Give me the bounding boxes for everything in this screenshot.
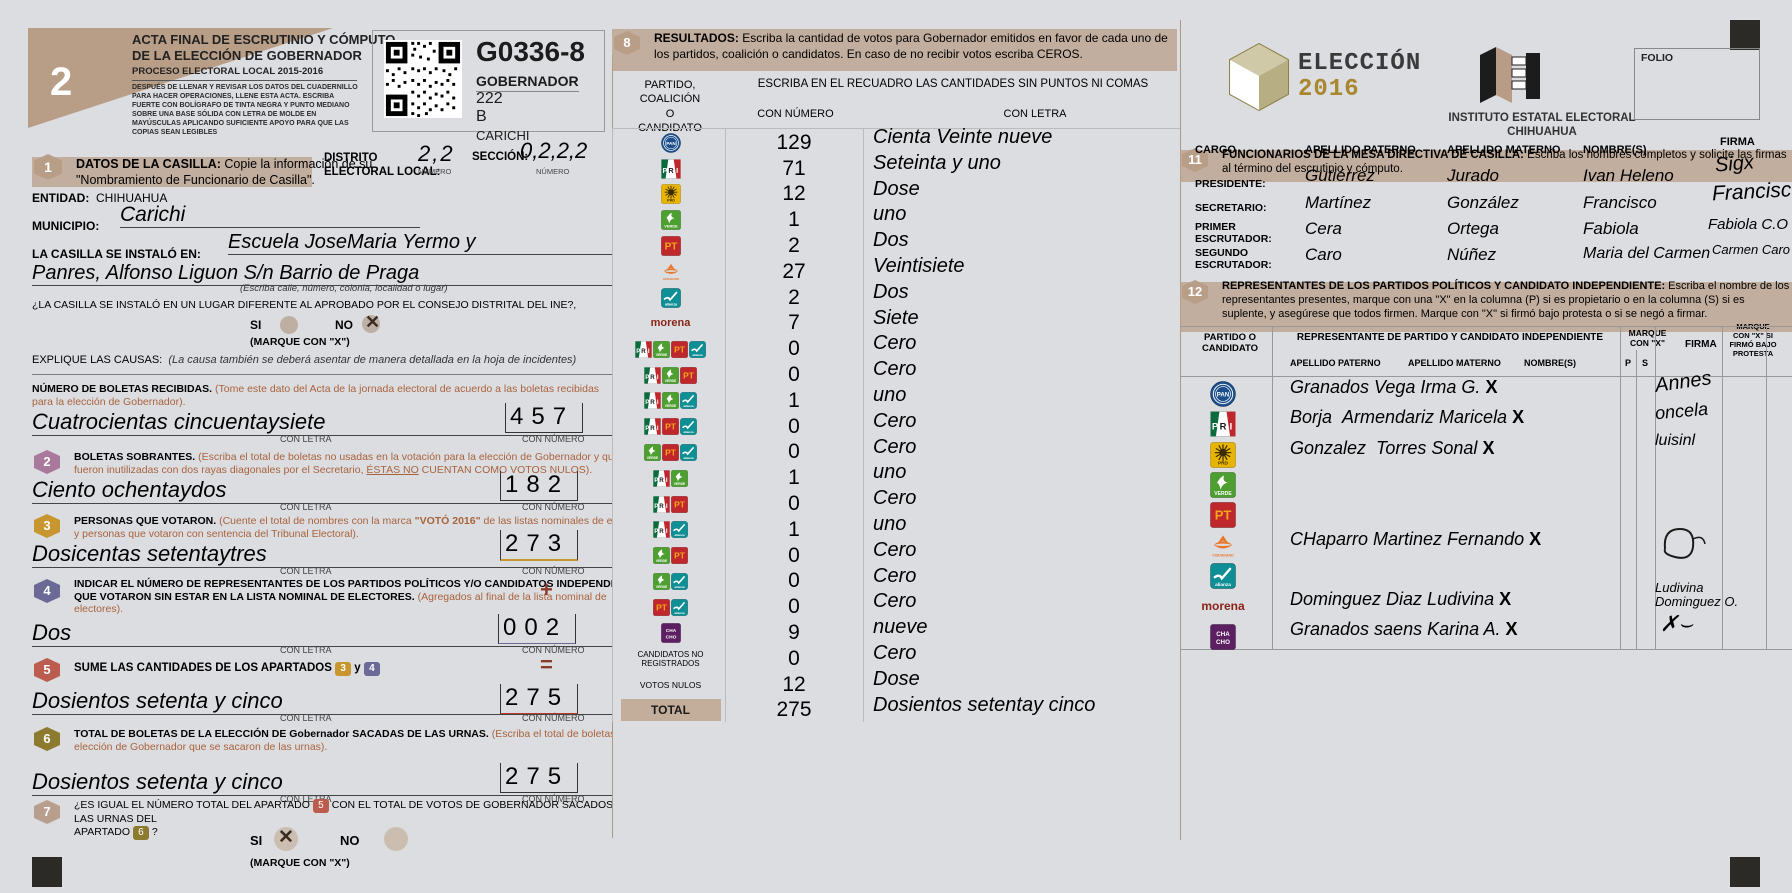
svg-text:P: P [654,528,658,535]
svg-text:I: I [1230,422,1233,433]
svg-text:VERDE: VERDE [665,379,677,383]
svg-text:I: I [657,399,659,406]
svg-text:VERDE: VERDE [1214,491,1232,497]
svg-text:P: P [1212,422,1218,433]
svg-text:alianza: alianza [674,585,685,589]
svg-text:I: I [676,166,678,175]
svg-text:CIUDADANO: CIUDADANO [662,277,679,281]
svg-text:R: R [659,528,664,535]
svg-text:PT: PT [674,344,686,354]
svg-text:R: R [650,425,655,432]
svg-text:CHA: CHA [1216,630,1230,637]
svg-text:VERDE: VERDE [674,482,686,486]
svg-text:VERDE: VERDE [656,585,668,589]
svg-text:R: R [650,374,655,381]
svg-text:CHO: CHO [665,635,676,641]
svg-text:VERDE: VERDE [656,353,668,357]
svg-text:alianza: alianza [674,611,685,615]
svg-text:PAN: PAN [666,141,676,147]
svg-text:alianza: alianza [683,404,694,408]
svg-text:I: I [666,528,668,535]
svg-text:PRD: PRD [667,199,675,203]
svg-text:PT: PT [664,242,677,253]
svg-text:PRD: PRD [1218,460,1229,466]
svg-text:VERDE: VERDE [664,224,678,229]
svg-text:P: P [645,425,649,432]
svg-text:R: R [668,166,674,175]
svg-text:CHO: CHO [1216,639,1230,646]
svg-text:P: P [636,348,640,355]
svg-text:I: I [657,425,659,432]
svg-text:P: P [654,477,658,484]
svg-text:P: P [645,374,649,381]
svg-text:P: P [662,166,667,175]
svg-text:VERDE: VERDE [656,559,668,563]
svg-text:PT: PT [665,448,677,458]
svg-text:PAN: PAN [1217,392,1230,399]
svg-text:PT: PT [674,551,686,561]
svg-text:alianza: alianza [674,533,685,537]
svg-text:alianza: alianza [664,302,677,306]
svg-text:PT: PT [665,422,677,432]
svg-text:PT: PT [1215,508,1232,523]
svg-text:CIUDADANO: CIUDADANO [1212,553,1234,557]
svg-text:I: I [666,477,668,484]
svg-text:alianza: alianza [692,353,703,357]
svg-text:I: I [666,503,668,510]
svg-text:PT: PT [656,602,668,612]
svg-text:alianza: alianza [683,430,694,434]
svg-text:P: P [645,399,649,406]
svg-text:R: R [1220,422,1227,433]
svg-text:R: R [659,503,664,510]
svg-text:R: R [650,399,655,406]
svg-text:CHA: CHA [665,628,676,634]
svg-text:VERDE: VERDE [665,404,677,408]
svg-text:alianza: alianza [683,456,694,460]
svg-text:alianza: alianza [1215,582,1231,588]
svg-text:R: R [641,348,646,355]
svg-text:PT: PT [683,370,695,380]
svg-text:I: I [648,348,650,355]
svg-text:PT: PT [674,499,686,509]
svg-text:I: I [657,374,659,381]
svg-text:R: R [659,477,664,484]
svg-text:VERDE: VERDE [647,456,659,460]
svg-text:P: P [654,503,658,510]
